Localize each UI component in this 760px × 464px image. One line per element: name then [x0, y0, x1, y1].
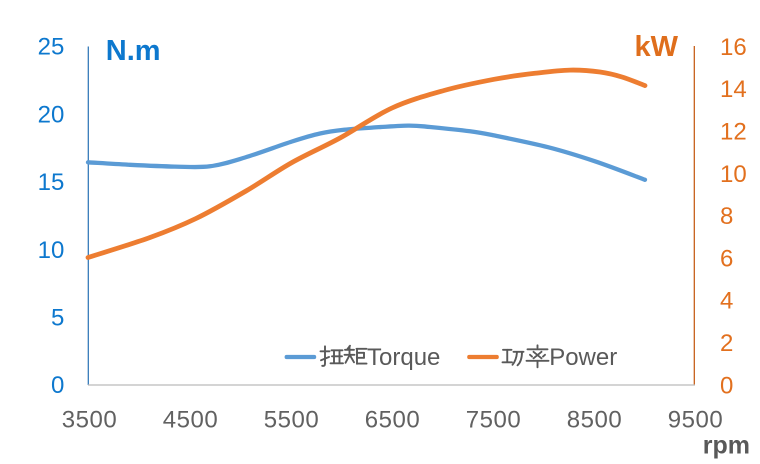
svg-text:7500: 7500 — [466, 407, 521, 434]
svg-text:5500: 5500 — [264, 407, 319, 434]
svg-text:8500: 8500 — [567, 407, 622, 434]
svg-text:16: 16 — [720, 34, 747, 61]
svg-text:20: 20 — [38, 101, 65, 128]
svg-text:8: 8 — [720, 203, 733, 230]
svg-text:4500: 4500 — [163, 407, 218, 434]
svg-text:Torque: Torque — [367, 344, 440, 371]
svg-text:3500: 3500 — [62, 407, 117, 434]
svg-text:4: 4 — [720, 288, 733, 315]
svg-text:14: 14 — [720, 76, 747, 103]
svg-text:9500: 9500 — [668, 407, 723, 434]
svg-text:kW: kW — [635, 31, 679, 63]
svg-text:10: 10 — [720, 161, 747, 188]
svg-text:2: 2 — [720, 330, 733, 357]
svg-text:N.m: N.m — [106, 35, 161, 67]
svg-text:25: 25 — [38, 34, 65, 61]
svg-text:Power: Power — [549, 344, 617, 371]
svg-text:rpm: rpm — [703, 432, 750, 460]
svg-text:15: 15 — [38, 169, 65, 196]
svg-text:0: 0 — [720, 372, 733, 399]
svg-text:5: 5 — [51, 305, 64, 332]
svg-text:6500: 6500 — [365, 407, 420, 434]
svg-text:6: 6 — [720, 245, 733, 272]
svg-text:10: 10 — [38, 237, 65, 264]
svg-text:12: 12 — [720, 119, 747, 146]
svg-text:0: 0 — [51, 372, 64, 399]
